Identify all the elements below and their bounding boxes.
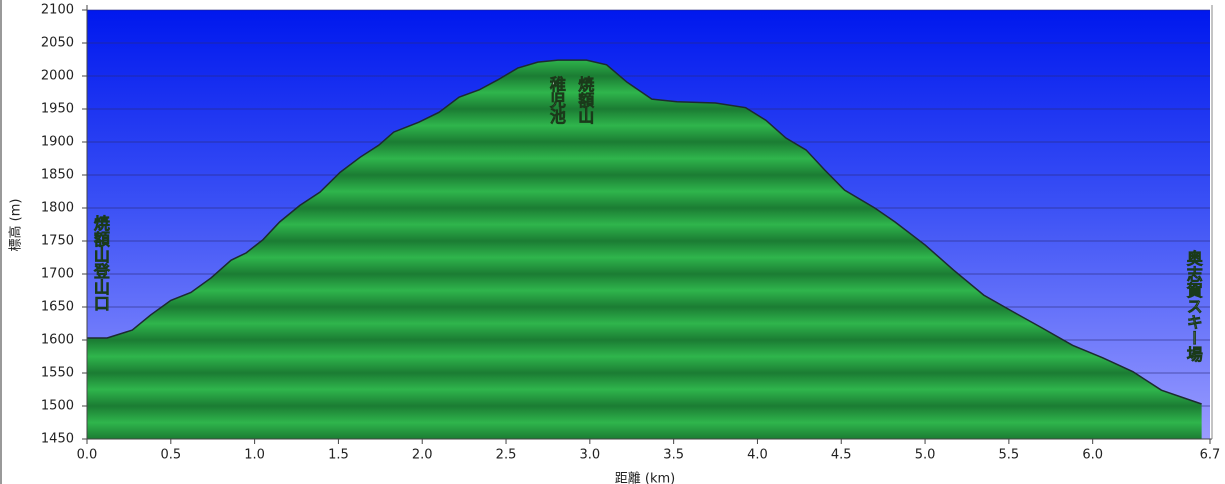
x-tick-label: 1.5 bbox=[328, 448, 349, 463]
y-tick-label: 2050 bbox=[41, 36, 74, 51]
x-tick-label: 4.0 bbox=[747, 448, 768, 463]
place-label: 稚児池 bbox=[547, 75, 567, 125]
y-tick-label: 1600 bbox=[41, 333, 74, 348]
elevation-area bbox=[87, 60, 1202, 439]
x-axis-title: 距離 (km) bbox=[615, 472, 675, 484]
elevation-line bbox=[87, 59, 1202, 405]
page-border bbox=[0, 0, 2, 484]
y-tick-label: 1700 bbox=[41, 267, 74, 282]
y-tick-label: 1450 bbox=[41, 432, 74, 447]
y-tick-label: 2100 bbox=[41, 3, 74, 18]
y-tick-label: 1950 bbox=[41, 102, 74, 117]
x-tick-label: 3.0 bbox=[579, 448, 600, 463]
x-tick-label: 2.5 bbox=[496, 448, 517, 463]
x-tick-label: 6.0 bbox=[1082, 448, 1103, 463]
y-tick-label: 1500 bbox=[41, 399, 74, 414]
y-tick-label: 1650 bbox=[41, 300, 74, 315]
y-axis-title: 標高 (m) bbox=[8, 199, 24, 252]
x-tick-label: 0.0 bbox=[77, 448, 98, 463]
y-tick-label: 1850 bbox=[41, 168, 74, 183]
y-tick-label: 1750 bbox=[41, 234, 74, 249]
y-tick-label: 1550 bbox=[41, 366, 74, 381]
place-label: 焼額山登山口 bbox=[91, 214, 111, 311]
y-tick-label: 2000 bbox=[41, 69, 74, 84]
x-tick-label: 2.0 bbox=[412, 448, 433, 463]
x-tick-label: 1.0 bbox=[244, 448, 265, 463]
x-tick-label: 0.5 bbox=[160, 448, 181, 463]
y-tick-label: 1800 bbox=[41, 201, 74, 216]
x-tick-label: 4.5 bbox=[831, 448, 852, 463]
place-label: 奥志賀スキー場 bbox=[1184, 249, 1204, 363]
x-tick-label: 6.7 bbox=[1200, 448, 1221, 463]
x-tick-label: 5.5 bbox=[999, 448, 1020, 463]
y-tick-label: 1900 bbox=[41, 135, 74, 150]
place-label: 焼額山 bbox=[575, 75, 595, 124]
x-tick-label: 5.0 bbox=[915, 448, 936, 463]
x-tick-label: 3.5 bbox=[663, 448, 684, 463]
